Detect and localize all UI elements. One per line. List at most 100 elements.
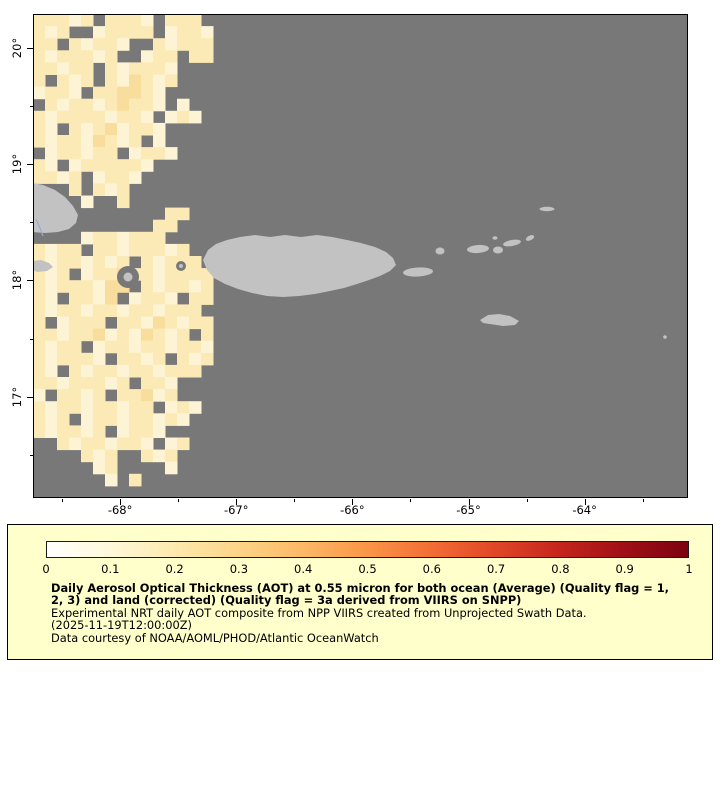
colorbar-tick-label: 0.7 [486,562,506,576]
aot-cell [189,50,202,63]
y-minor-tick [30,338,33,340]
aot-cell [57,147,70,160]
aot-cell [177,364,190,378]
colorbar-tick-label: 0.5 [358,562,377,576]
aot-cell [45,122,58,136]
aot-cell [153,377,166,390]
aot-cell [201,352,214,366]
aot-data-layer [34,15,214,487]
aot-cell [34,15,46,27]
aot-cell [57,15,70,27]
aot-cell [81,280,94,293]
aot-cell [69,243,82,257]
aot-cell [177,304,190,317]
aot-cell [45,425,58,438]
aot-cell [201,316,214,330]
aot-cell [81,135,94,148]
aot-cell [153,74,166,88]
aot-cell [81,437,94,451]
aot-cell [81,268,94,281]
aot-cell [105,62,118,75]
aot-cell [165,268,178,281]
aot-cell [57,256,70,269]
aot-cell [189,304,202,317]
aot-cell [69,98,82,112]
aot-cell [105,110,118,124]
aot-cell [34,243,46,257]
aot-cell [141,328,154,342]
aot-cell [177,268,190,281]
aot-cell [81,159,94,172]
aot-cell [129,122,142,136]
aot-cell [141,15,154,27]
x-axis-tick-label: -66° [340,503,365,517]
aot-cell [69,110,82,124]
aot-cell [57,86,70,100]
aot-cell [129,352,142,366]
legend-timestamp: (2025-11-19T12:00:00Z) [51,618,193,633]
aot-cell [105,15,118,27]
puerto-rico-landmass [203,235,396,297]
aot-cell [69,425,82,438]
aot-cell [165,328,178,342]
aot-cell [34,377,46,390]
aot-cell [153,122,166,136]
aot-cell [105,461,118,475]
aot-cell [81,401,94,414]
aot-cell [105,401,118,414]
aot-cell [105,268,118,281]
aot-cell [57,280,70,293]
aot-cell [201,280,214,293]
colorbar-tick-label: 0.1 [101,562,120,576]
aot-cell [34,62,46,75]
saba-island [663,335,667,339]
aot-cell [105,437,118,451]
aot-cell [45,98,58,112]
aot-cell [201,328,214,342]
aot-cell [57,304,70,317]
aot-cell [34,268,46,281]
aot-cell [93,268,106,281]
aot-cell [153,280,166,293]
colorbar-tick-label: 0.8 [551,562,570,576]
aot-cell [105,183,118,196]
aot-cell [141,256,154,269]
aot-cell [93,26,106,39]
colorbar-tick-label: 0.6 [422,562,441,576]
aot-cell [201,292,214,305]
mona-island [123,272,133,282]
y-major-tick [27,396,33,398]
aot-cell [129,328,142,342]
aot-cell [129,243,142,257]
colorbar-tick-label: 0.4 [294,562,313,576]
aot-cell [117,304,130,317]
aot-cell [129,110,142,124]
legend-title-line1: Daily Aerosol Optical Thickness (AOT) at… [51,581,670,595]
aot-cell [153,364,166,378]
aot-cell [153,449,166,463]
aot-cell [201,340,214,354]
legend-box: 0 0.1 0.2 0.3 0.4 0.5 0.6 0.7 0.8 0.9 1 Daily Aero… [7,524,713,660]
aot-cell [165,50,178,63]
y-minor-tick [30,222,33,224]
x-axis-tick-label: -65° [456,503,481,517]
aot-cell [153,304,166,317]
aot-cell [129,147,142,160]
aot-cell [57,316,70,330]
aot-cell [165,364,178,378]
x-major-tick [468,499,470,505]
aot-cell [129,473,142,487]
aot-cell [141,449,154,463]
aot-cell [69,304,82,317]
aot-cell [165,449,178,463]
aot-cell [189,26,202,39]
aot-cell [165,147,178,160]
y-minor-tick [30,454,33,456]
virgin-gorda-island [525,235,535,241]
aot-cell [105,50,118,63]
aot-cell [129,26,142,39]
aot-cell [105,171,118,184]
aot-cell [141,159,154,172]
aot-cell [189,316,202,330]
aot-cell [165,304,178,317]
